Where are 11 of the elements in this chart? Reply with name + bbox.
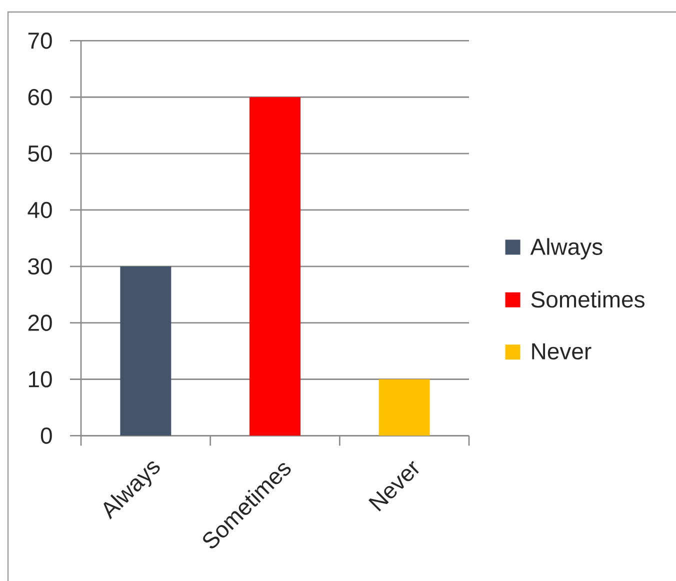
y-tick-label: 60 [28,88,52,106]
y-tick-label: 70 [28,32,52,49]
y-tick-label: 10 [28,371,52,388]
y-tick-label: 0 [40,428,52,444]
y-tick-label: 20 [28,314,52,331]
y-tick-label: 30 [28,258,52,275]
y-tick-label: 40 [28,202,52,218]
legend-label: Always [530,238,602,260]
legend-label: Never [532,343,592,360]
legend-label: Sometimes [531,290,644,308]
y-tick-label: 50 [28,145,52,162]
